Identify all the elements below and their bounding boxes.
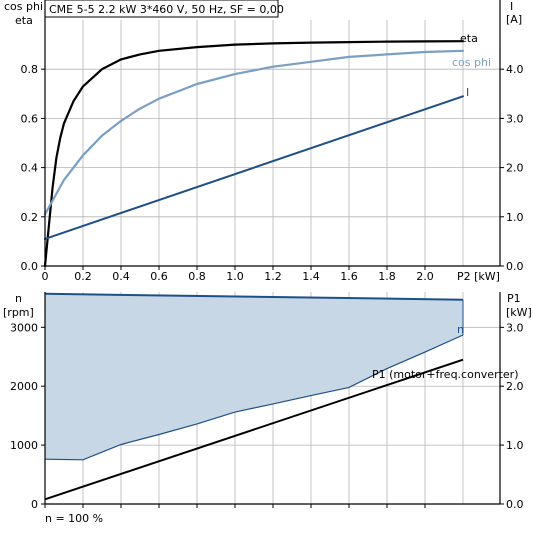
bottom-left-tick-label: 3000	[10, 321, 38, 334]
bottom-chart-panel: n [rpm] P1 [kW] 0 1000 2000 3000 0.0 1.0 2.0 3.…	[3, 292, 532, 525]
p1-power-curve	[44, 358, 464, 501]
bottom-left-axis-label-line2: [rpm]	[3, 306, 34, 319]
top-right-tick-label: 4.0	[506, 63, 524, 76]
bottom-right-axis-label-line1: P1	[507, 292, 521, 305]
current-label: I	[466, 86, 469, 99]
bottom-series-labels: n P1 (motor+freq.converter)	[372, 323, 519, 381]
top-grid	[45, 20, 500, 266]
bottom-right-tick-label: 1.0	[506, 439, 524, 452]
speed-range-area	[45, 293, 463, 460]
bottom-left-tick-label: 0	[31, 498, 38, 511]
top-axes	[44, 0, 501, 267]
speed-min-curve	[44, 334, 464, 461]
p1-label: P1 (motor+freq.converter)	[372, 368, 519, 381]
bottom-series-group	[44, 292, 464, 501]
top-x-tick-label: 0.8	[188, 270, 206, 283]
top-x-tick-label: 2.0	[416, 270, 434, 283]
top-series-labels: eta cos phi I	[452, 32, 491, 99]
top-chart-panel: CME 5-5 2.2 kW 3*460 V, 50 Hz, SF = 0,00…	[4, 0, 524, 283]
top-left-axis-label-line2: eta	[15, 14, 33, 27]
speed-label: n	[457, 323, 464, 336]
top-x-tick-label: 0.6	[150, 270, 168, 283]
top-x-tick-label: 1.0	[226, 270, 244, 283]
top-left-axis-label-line1: cos phi	[4, 0, 43, 13]
speed-max-curve	[44, 292, 464, 301]
top-chart-title: CME 5-5 2.2 kW 3*460 V, 50 Hz, SF = 0,00	[49, 3, 284, 16]
top-left-tick-label: 0.8	[21, 63, 39, 76]
top-x-tick-label: 0.2	[74, 270, 92, 283]
cos-phi-curve	[43, 49, 465, 216]
bottom-left-tick-label: 2000	[10, 380, 38, 393]
top-series-group	[43, 40, 465, 268]
bottom-right-tick-label: 2.0	[506, 380, 524, 393]
top-right-tick-label: 1.0	[506, 211, 524, 224]
top-left-tick-label: 0.0	[21, 260, 39, 273]
top-right-tick-label: 3.0	[506, 112, 524, 125]
bottom-left-tick-label: 1000	[10, 439, 38, 452]
top-x-tick-label: 1.6	[340, 270, 358, 283]
bottom-right-axis-label-line2: [kW]	[506, 306, 532, 319]
cos-phi-label: cos phi	[452, 56, 491, 69]
footer-speed-label: n = 100 %	[45, 512, 103, 525]
top-x-tick-label: 1.4	[302, 270, 320, 283]
top-right-tick-label: 2.0	[506, 162, 524, 175]
bottom-right-tick-label: 3.0	[506, 321, 524, 334]
eta-label: eta	[460, 32, 478, 45]
top-left-tick-label: 0.2	[21, 211, 39, 224]
top-ticks: 0 0.2 0.4 0.6 0.8 1.0 1.2 1.4 1.6 1.8 2.0 0.0 0.2 0.4…	[21, 63, 524, 283]
bottom-axes	[44, 292, 501, 505]
top-left-tick-label: 0.4	[21, 162, 39, 175]
bottom-ticks: 0 1000 2000 3000 0.0 1.0 2.0 3.0	[10, 321, 524, 511]
top-left-tick-label: 0.6	[21, 112, 39, 125]
eta-curve	[43, 40, 465, 268]
bottom-right-tick-label: 0.0	[506, 498, 524, 511]
top-right-axis-label-line2: [A]	[506, 13, 522, 26]
top-x-axis-label: P2 [kW]	[457, 270, 500, 283]
top-x-tick-label: 1.2	[264, 270, 282, 283]
top-right-tick-label: 0.0	[506, 260, 524, 273]
current-curve	[44, 95, 464, 240]
top-x-tick-label: 0.4	[112, 270, 130, 283]
top-x-tick-label: 1.8	[378, 270, 396, 283]
top-right-axis-label-line1: I	[510, 0, 513, 13]
bottom-left-axis-label-line1: n	[15, 292, 22, 305]
top-x-tick-label: 0	[42, 270, 49, 283]
